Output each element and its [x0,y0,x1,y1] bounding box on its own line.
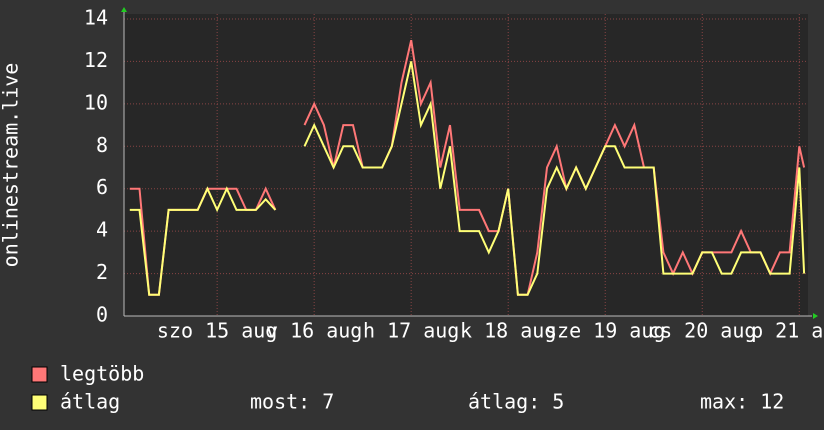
x-tick-label: v 16 aug [266,319,362,343]
stat-current: most: 7 [250,390,334,414]
axis-arrow [813,313,818,319]
series-line [129,61,806,296]
plot [124,14,808,317]
y-tick-label: 8 [96,133,108,157]
legend-label: legtöbb [60,362,144,386]
x-tick-label: szo 15 aug [157,319,277,343]
y-tick-label: 14 [84,6,108,30]
y-axis-label: onlinestream.live [0,63,23,268]
x-tick-label: h 17 aug [363,319,459,343]
axis-arrow [121,7,127,12]
y-tick-label: 2 [96,260,108,284]
legend-swatch [31,366,48,383]
stat-average: átlag: 5 [468,390,564,414]
y-tick-label: 4 [96,218,108,242]
plot-area [124,14,808,316]
y-tick-label: 12 [84,48,108,72]
x-tick-label: sze 19 aug [545,319,665,343]
x-tick-label: k 18 aug [460,319,556,343]
y-tick-label: 0 [96,303,108,327]
legend-swatch [31,394,48,411]
x-tick-label: p 21 aug [751,319,824,343]
y-tick-label: 6 [96,175,108,199]
y-tick-label: 10 [84,90,108,114]
legend-label: átlag [60,390,120,414]
stat-max: max: 12 [700,390,784,414]
x-tick-label: cs 20 aug [648,319,756,343]
